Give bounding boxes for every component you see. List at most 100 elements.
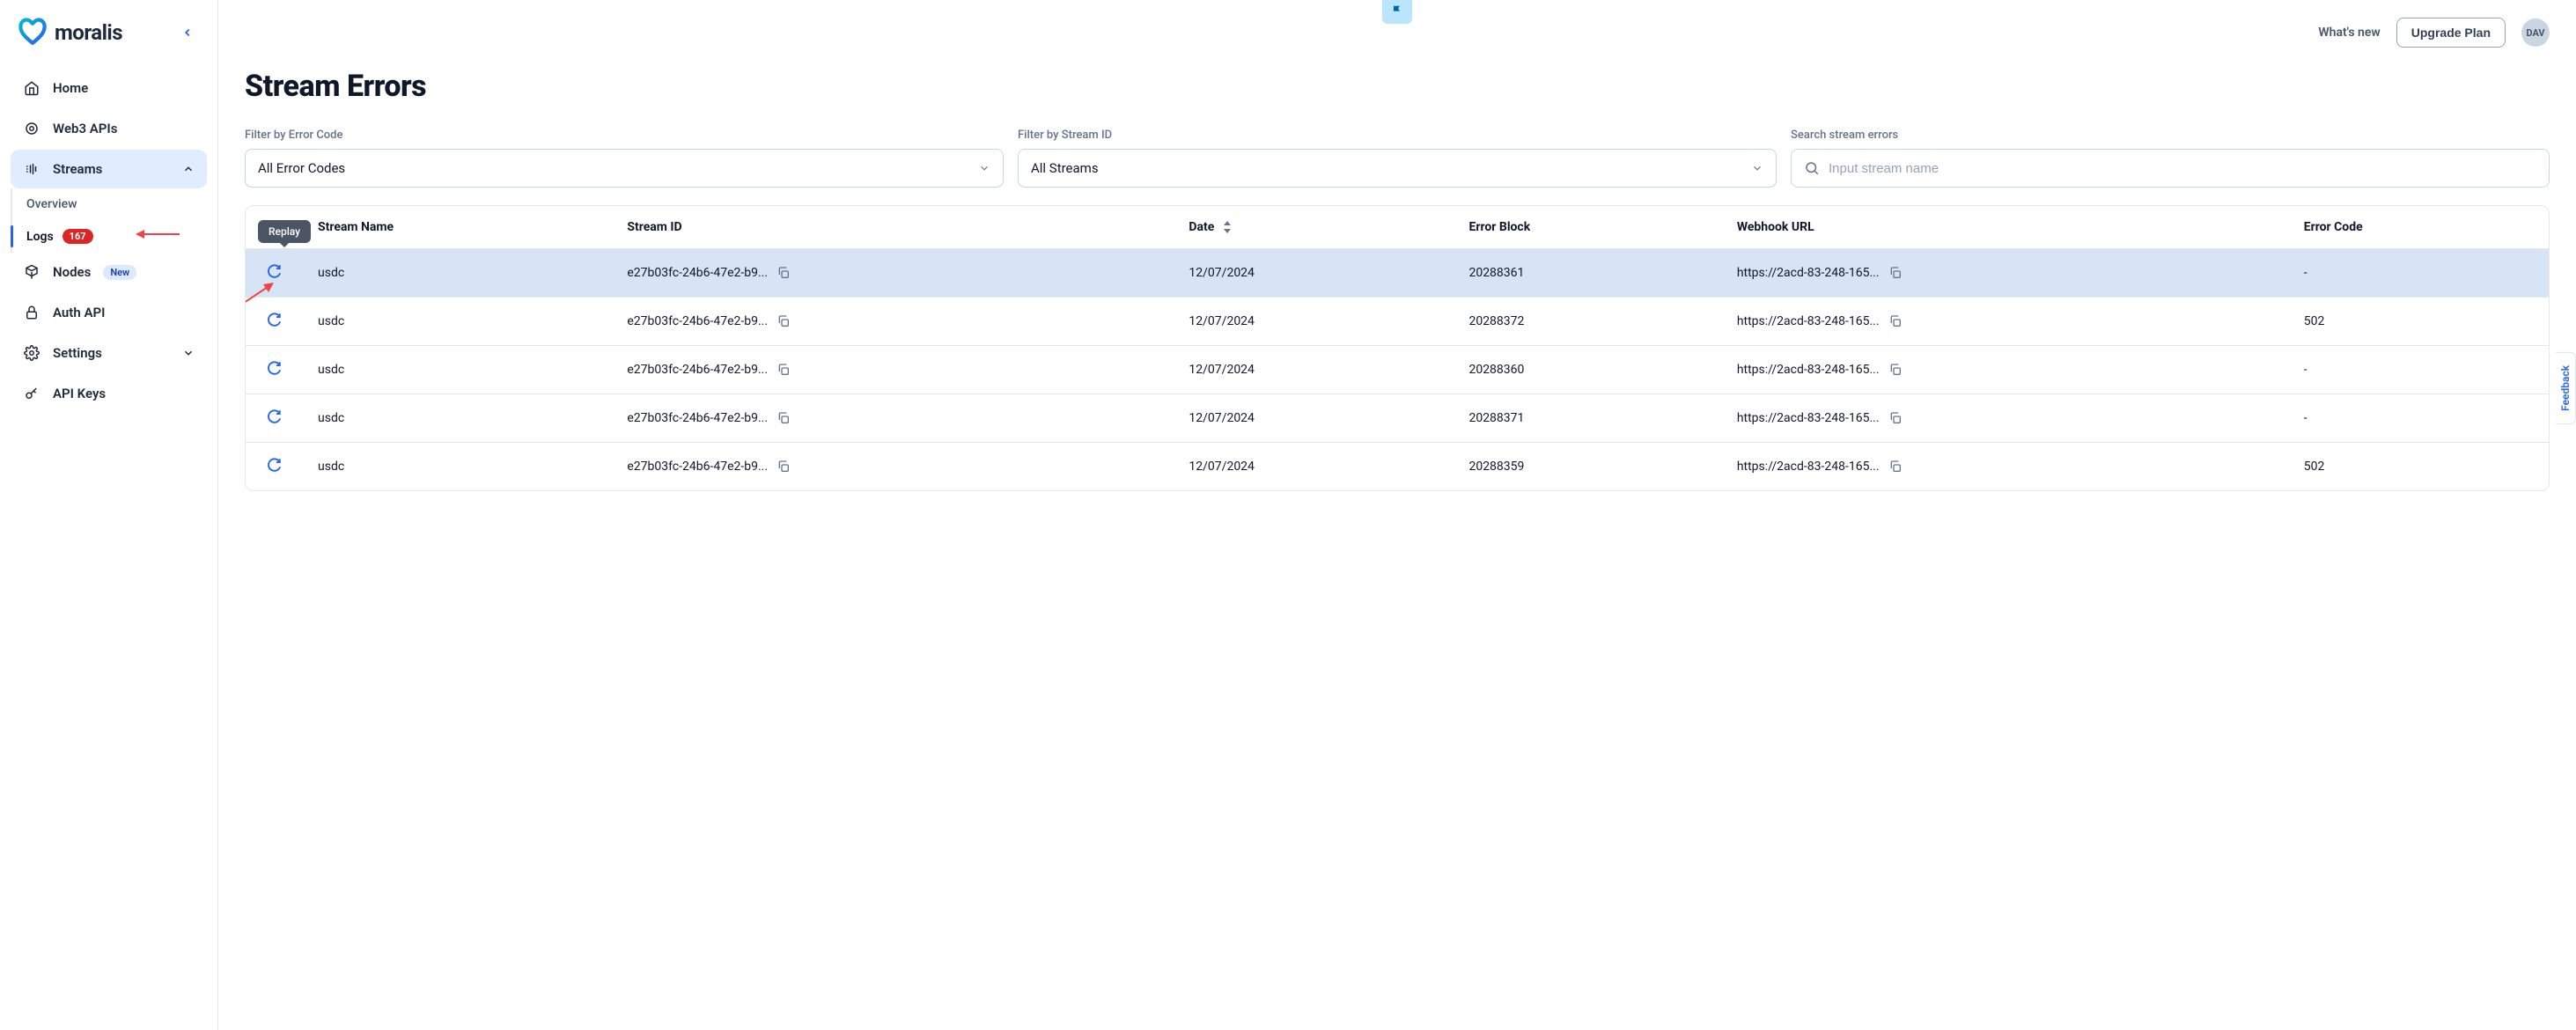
- sidebar-item-label: Web3 APIs: [53, 121, 117, 136]
- col-error-code: Error Code: [2288, 206, 2549, 249]
- subnav-item-label: Overview: [26, 197, 77, 211]
- cell-date: 12/07/2024: [1173, 394, 1453, 443]
- sidebar-collapse-button[interactable]: [175, 20, 200, 45]
- search-input[interactable]: [1829, 161, 2536, 176]
- errors-table: Stream Name Stream ID Date Error Block W…: [246, 206, 2549, 490]
- copy-icon[interactable]: [776, 363, 791, 377]
- cell-error-code: -: [2288, 394, 2549, 443]
- flag-chip[interactable]: [1382, 0, 1412, 24]
- sidebar-item-label: Home: [53, 80, 88, 96]
- logs-count-badge: 167: [63, 229, 93, 244]
- page-title: Stream Errors: [245, 69, 2550, 104]
- table-row[interactable]: usdce27b03fc-24b6-47e2-b9...12/07/202420…: [246, 443, 2549, 491]
- select-value: All Error Codes: [258, 160, 345, 176]
- copy-icon[interactable]: [1888, 363, 1903, 377]
- cell-error-block: 20288361: [1453, 249, 1720, 298]
- key-icon: [23, 385, 40, 402]
- copy-icon[interactable]: [1888, 460, 1903, 474]
- sidebar-item-auth-api[interactable]: Auth API: [11, 293, 207, 332]
- cell-stream-name: usdc: [302, 298, 611, 346]
- col-error-block: Error Block: [1453, 206, 1720, 249]
- subnav-item-overview[interactable]: Overview: [12, 188, 207, 220]
- sidebar-item-settings[interactable]: Settings: [11, 334, 207, 372]
- new-badge: New: [103, 265, 136, 280]
- cell-error-code: 502: [2288, 298, 2549, 346]
- replay-icon[interactable]: [266, 263, 282, 279]
- sidebar-item-api-keys[interactable]: API Keys: [11, 374, 207, 413]
- col-webhook-url: Webhook URL: [1721, 206, 2288, 249]
- flag-icon: [1391, 4, 1403, 17]
- logo-icon: [18, 18, 48, 48]
- table-row[interactable]: usdce27b03fc-24b6-47e2-b9...12/07/202420…: [246, 394, 2549, 443]
- home-icon: [23, 79, 40, 97]
- feedback-tab[interactable]: Feedback: [2556, 352, 2576, 424]
- copy-icon[interactable]: [776, 460, 791, 474]
- replay-icon[interactable]: [266, 408, 282, 424]
- sidebar-item-label: Nodes: [53, 264, 91, 280]
- cell-error-block: 20288372: [1453, 298, 1720, 346]
- table-row[interactable]: usdce27b03fc-24b6-47e2-b9...12/07/202420…: [246, 346, 2549, 394]
- cell-error-block: 20288360: [1453, 346, 1720, 394]
- copy-icon[interactable]: [776, 266, 791, 280]
- cell-stream-name: usdc: [302, 249, 611, 298]
- cube-icon: [23, 263, 40, 281]
- search-icon: [1804, 160, 1820, 176]
- cell-stream-id: e27b03fc-24b6-47e2-b9...: [611, 249, 1173, 298]
- filter-label-search: Search stream errors: [1791, 129, 2550, 142]
- copy-icon[interactable]: [776, 411, 791, 425]
- chip-icon: [23, 120, 40, 137]
- cell-stream-id: e27b03fc-24b6-47e2-b9...: [611, 346, 1173, 394]
- copy-icon[interactable]: [1888, 411, 1903, 425]
- avatar[interactable]: DAV: [2521, 18, 2550, 47]
- sidebar-nav: Home Web3 APIs Streams: [0, 69, 217, 188]
- cell-webhook-url: https://2acd-83-248-165...: [1721, 394, 2288, 443]
- cell-date: 12/07/2024: [1173, 346, 1453, 394]
- table-row[interactable]: usdce27b03fc-24b6-47e2-b9...12/07/202420…: [246, 249, 2549, 298]
- sidebar-item-streams[interactable]: Streams: [11, 150, 207, 188]
- sidebar-item-home[interactable]: Home: [11, 69, 207, 107]
- logo-text: moralis: [55, 20, 122, 45]
- cell-webhook-url: https://2acd-83-248-165...: [1721, 249, 2288, 298]
- lock-icon: [23, 304, 40, 321]
- sidebar-item-label: Settings: [53, 345, 102, 361]
- whats-new-link[interactable]: What's new: [2318, 26, 2380, 40]
- cell-date: 12/07/2024: [1173, 249, 1453, 298]
- search-box: [1791, 149, 2550, 188]
- cell-error-code: 502: [2288, 443, 2549, 491]
- cell-webhook-url: https://2acd-83-248-165...: [1721, 298, 2288, 346]
- upgrade-plan-button[interactable]: Upgrade Plan: [2396, 18, 2506, 48]
- copy-icon[interactable]: [776, 314, 791, 328]
- error-code-select[interactable]: All Error Codes: [245, 149, 1004, 188]
- subnav-item-logs[interactable]: Logs 167: [12, 220, 207, 253]
- chevron-down-icon: [1751, 162, 1763, 174]
- cell-stream-name: usdc: [302, 443, 611, 491]
- replay-icon[interactable]: [266, 360, 282, 376]
- sidebar-item-web3-apis[interactable]: Web3 APIs: [11, 109, 207, 148]
- cell-error-code: -: [2288, 346, 2549, 394]
- table-row[interactable]: usdce27b03fc-24b6-47e2-b9...12/07/202420…: [246, 298, 2549, 346]
- sidebar-item-label: API Keys: [53, 386, 106, 401]
- chevron-down-icon: [182, 347, 195, 359]
- replay-icon[interactable]: [266, 457, 282, 473]
- chevron-up-icon: [182, 163, 195, 175]
- filters-row: Filter by Error Code All Error Codes Fil…: [245, 129, 2550, 188]
- replay-tooltip: Replay: [258, 220, 311, 243]
- logo[interactable]: moralis: [18, 18, 122, 48]
- sidebar-item-label: Auth API: [53, 305, 105, 320]
- cell-stream-name: usdc: [302, 394, 611, 443]
- copy-icon[interactable]: [1888, 314, 1903, 328]
- stream-icon: [23, 160, 40, 178]
- stream-id-select[interactable]: All Streams: [1018, 149, 1777, 188]
- cell-webhook-url: https://2acd-83-248-165...: [1721, 443, 2288, 491]
- col-date[interactable]: Date: [1173, 206, 1453, 249]
- cell-error-block: 20288371: [1453, 394, 1720, 443]
- sidebar-item-nodes[interactable]: Nodes New: [11, 253, 207, 291]
- replay-icon[interactable]: [266, 312, 282, 327]
- cell-stream-id: e27b03fc-24b6-47e2-b9...: [611, 298, 1173, 346]
- select-value: All Streams: [1031, 160, 1099, 176]
- col-stream-id: Stream ID: [611, 206, 1173, 249]
- cell-stream-id: e27b03fc-24b6-47e2-b9...: [611, 394, 1173, 443]
- cell-stream-name: usdc: [302, 346, 611, 394]
- copy-icon[interactable]: [1888, 266, 1903, 280]
- main-content: What's new Upgrade Plan DAV Stream Error…: [218, 0, 2576, 1030]
